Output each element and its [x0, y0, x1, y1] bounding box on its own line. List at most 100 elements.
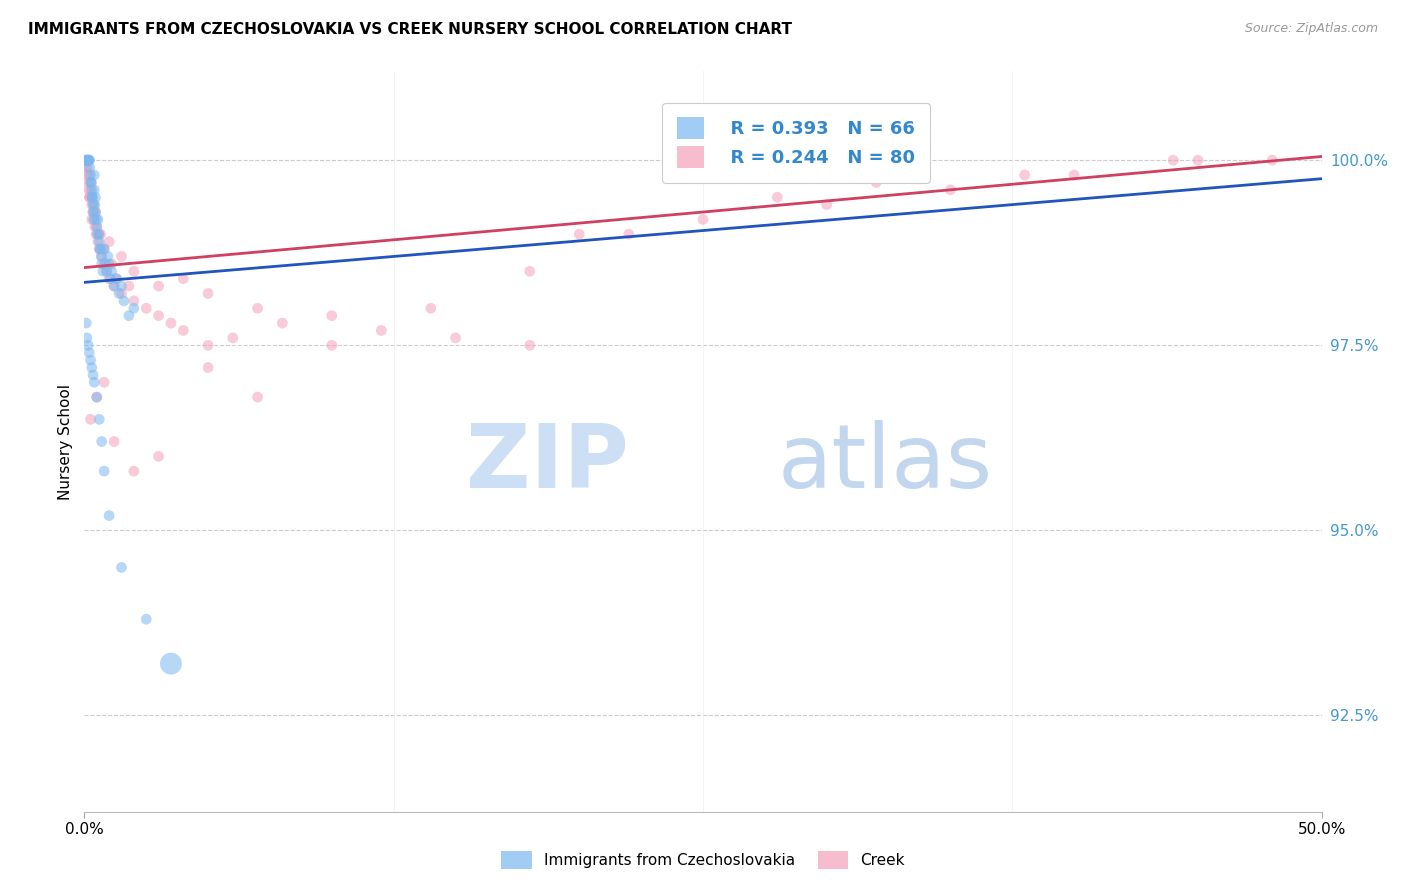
Point — [98, 235, 121, 249]
Point — [112, 293, 135, 308]
Point — [93, 257, 115, 271]
Point — [86, 390, 108, 404]
Point — [76, 161, 98, 175]
Point — [135, 301, 157, 316]
Point — [321, 309, 343, 323]
Point — [77, 338, 100, 352]
Point — [246, 390, 269, 404]
Point — [89, 412, 111, 426]
Point — [93, 376, 115, 390]
Point — [90, 250, 112, 264]
Point — [77, 153, 100, 168]
Point — [82, 190, 104, 204]
Point — [84, 212, 107, 227]
Point — [82, 190, 104, 204]
Point — [80, 183, 103, 197]
Point — [79, 153, 101, 168]
Point — [108, 286, 131, 301]
Point — [83, 376, 105, 390]
Point — [148, 309, 170, 323]
Point — [86, 219, 108, 234]
Point — [97, 250, 120, 264]
Point — [87, 227, 110, 242]
Point — [83, 219, 105, 234]
Point — [86, 227, 108, 242]
Point — [83, 168, 105, 182]
Point — [815, 197, 838, 211]
Point — [444, 331, 467, 345]
Point — [89, 242, 111, 256]
Point — [122, 293, 145, 308]
Point — [110, 286, 132, 301]
Point — [76, 153, 98, 168]
Point — [82, 197, 104, 211]
Point — [89, 227, 111, 242]
Point — [617, 227, 640, 242]
Point — [271, 316, 294, 330]
Point — [77, 176, 100, 190]
Point — [79, 161, 101, 175]
Point — [82, 368, 104, 382]
Point — [79, 190, 101, 204]
Point — [246, 301, 269, 316]
Point — [75, 161, 97, 175]
Point — [75, 153, 97, 168]
Point — [98, 508, 121, 523]
Point — [91, 264, 114, 278]
Point — [79, 412, 101, 426]
Point — [87, 235, 110, 249]
Point — [321, 338, 343, 352]
Point — [86, 390, 108, 404]
Point — [1014, 168, 1036, 182]
Point — [98, 271, 121, 285]
Text: atlas: atlas — [778, 420, 993, 508]
Point — [865, 176, 887, 190]
Point — [79, 353, 101, 368]
Point — [77, 183, 100, 197]
Point — [76, 168, 98, 182]
Point — [692, 212, 714, 227]
Point — [83, 212, 105, 227]
Text: ZIP: ZIP — [465, 420, 628, 508]
Point — [79, 153, 101, 168]
Point — [160, 657, 183, 671]
Point — [76, 153, 98, 168]
Point — [1187, 153, 1209, 168]
Point — [110, 279, 132, 293]
Point — [98, 271, 121, 285]
Point — [110, 560, 132, 574]
Point — [87, 212, 110, 227]
Point — [89, 242, 111, 256]
Point — [90, 434, 112, 449]
Point — [1261, 153, 1284, 168]
Point — [86, 219, 108, 234]
Point — [84, 190, 107, 204]
Point — [100, 257, 122, 271]
Point — [91, 242, 114, 256]
Point — [82, 205, 104, 219]
Point — [105, 271, 128, 285]
Text: Source: ZipAtlas.com: Source: ZipAtlas.com — [1244, 22, 1378, 36]
Point — [79, 168, 101, 182]
Point — [103, 434, 125, 449]
Point — [83, 183, 105, 197]
Point — [89, 227, 111, 242]
Point — [89, 235, 111, 249]
Point — [82, 205, 104, 219]
Point — [76, 331, 98, 345]
Point — [100, 264, 122, 278]
Point — [96, 264, 118, 278]
Point — [148, 279, 170, 293]
Point — [79, 168, 101, 182]
Point — [118, 309, 141, 323]
Point — [98, 257, 121, 271]
Point — [89, 242, 111, 256]
Point — [93, 242, 115, 256]
Point — [76, 153, 98, 168]
Point — [93, 464, 115, 478]
Point — [80, 190, 103, 204]
Point — [83, 197, 105, 211]
Point — [222, 331, 245, 345]
Point — [519, 338, 541, 352]
Point — [103, 279, 125, 293]
